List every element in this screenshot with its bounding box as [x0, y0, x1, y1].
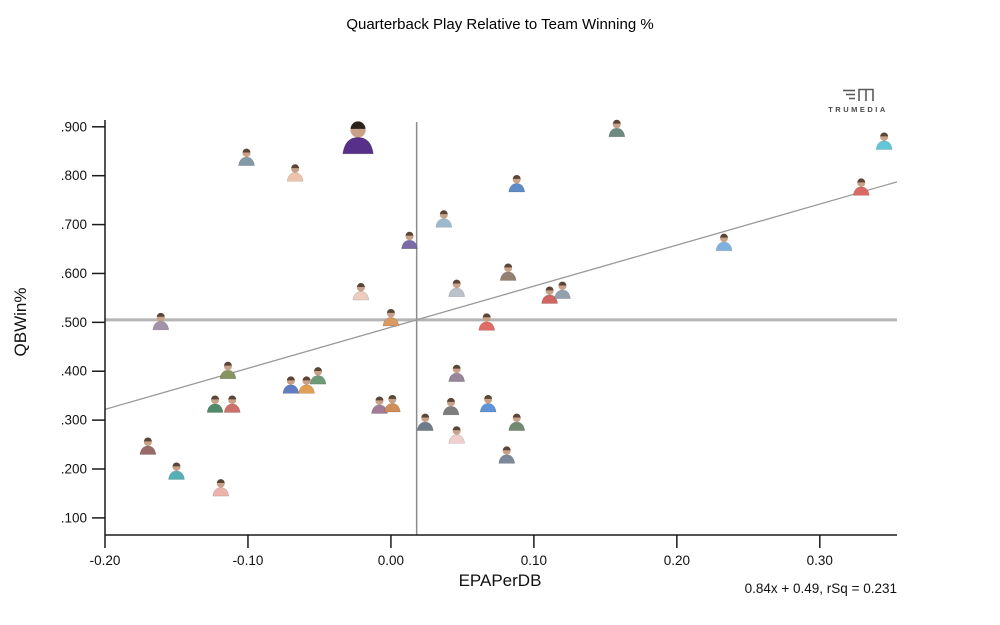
player-point[interactable]	[554, 281, 571, 299]
x-tick-label: 0.00	[378, 553, 404, 568]
player-point[interactable]	[282, 376, 300, 394]
trumedia-logo-text: TRUMEDIA	[828, 105, 888, 114]
player-point[interactable]	[875, 132, 893, 150]
x-tick-label: 0.30	[807, 553, 833, 568]
player-point[interactable]	[508, 413, 526, 431]
player-point[interactable]	[384, 394, 401, 413]
player-point[interactable]	[152, 312, 170, 331]
player-point[interactable]	[715, 233, 733, 251]
player-point[interactable]	[448, 279, 465, 297]
player-point[interactable]	[448, 364, 465, 382]
player-point[interactable]	[298, 376, 315, 394]
player-point[interactable]	[478, 313, 495, 331]
player-point[interactable]	[352, 283, 370, 301]
trend-equation: 0.84x + 0.49, rSq = 0.231	[744, 581, 897, 596]
y-tick-label: .100	[61, 510, 87, 525]
trumedia-logo: TRUMEDIA	[826, 86, 890, 114]
player-point[interactable]	[448, 426, 465, 444]
x-axis-label: EPAPerDB	[458, 571, 542, 590]
trend-line	[104, 181, 898, 410]
y-tick-label: .400	[61, 364, 87, 379]
player-point[interactable]	[435, 210, 453, 228]
x-tick-label: 0.10	[521, 553, 547, 568]
player-point[interactable]	[541, 286, 558, 304]
trumedia-logo-icon	[843, 88, 874, 101]
x-tick-label: -0.20	[90, 553, 121, 568]
player-point[interactable]	[206, 395, 224, 413]
player-point[interactable]	[508, 175, 526, 193]
player-point[interactable]	[168, 462, 185, 480]
player-point[interactable]	[309, 367, 327, 385]
player-point[interactable]	[442, 397, 460, 416]
y-tick-label: .800	[61, 168, 87, 183]
player-point[interactable]	[498, 446, 516, 464]
player-point[interactable]	[499, 263, 517, 281]
player-point[interactable]	[401, 231, 418, 249]
y-tick-label: .900	[61, 119, 87, 134]
y-tick-label: .700	[61, 217, 87, 232]
player-point[interactable]	[212, 479, 230, 497]
player-point[interactable]	[479, 394, 497, 413]
y-tick-label: .200	[61, 462, 87, 477]
chart-title: Quarterback Play Relative to Team Winnin…	[346, 16, 654, 33]
y-tick-label: .600	[61, 266, 87, 281]
player-point[interactable]	[382, 308, 400, 327]
x-tick-label: -0.10	[233, 553, 264, 568]
highlighted-player-point[interactable]	[342, 121, 374, 155]
y-axis-label: QBWin%	[11, 287, 30, 357]
player-point[interactable]	[608, 119, 626, 138]
player-point[interactable]	[852, 178, 870, 196]
player-point[interactable]	[238, 148, 255, 166]
x-tick-label: 0.20	[664, 553, 690, 568]
y-tick-label: .300	[61, 413, 87, 428]
player-point[interactable]	[416, 413, 434, 431]
player-point[interactable]	[223, 395, 241, 413]
player-point[interactable]	[286, 164, 304, 182]
player-point[interactable]	[139, 437, 157, 455]
player-point[interactable]	[219, 361, 237, 380]
y-tick-label: .500	[61, 315, 87, 330]
player-point[interactable]	[371, 396, 388, 414]
